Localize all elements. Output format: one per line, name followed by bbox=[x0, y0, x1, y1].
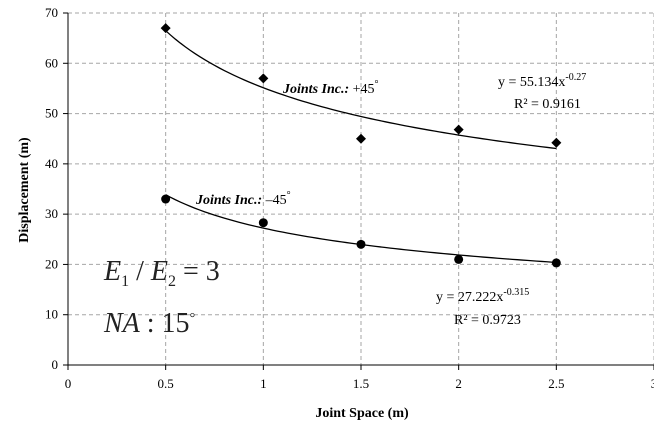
x-tick-label: 0 bbox=[65, 376, 72, 391]
data-point-diamond bbox=[258, 73, 269, 84]
data-point-diamond bbox=[160, 23, 171, 34]
axes: 0 10 20 30 40 50 60 70 0 0.5 1 1.5 2 2.5 3 bbox=[45, 5, 654, 391]
x-axis-title: Joint Space (m) bbox=[315, 406, 409, 421]
y-tick-label: 0 bbox=[52, 357, 59, 372]
grid-lines bbox=[68, 12, 654, 365]
data-points bbox=[160, 23, 562, 268]
y-tick-label: 60 bbox=[45, 55, 58, 70]
x-tick-label: 1.5 bbox=[353, 376, 369, 391]
r2-bottom: R² = 0.9723 bbox=[454, 313, 521, 328]
equation-bottom: y = 27.222x-0.315 bbox=[436, 287, 529, 305]
x-tick-label: 2.5 bbox=[548, 376, 564, 391]
na-label: NA : 15° bbox=[103, 308, 195, 339]
y-tick-label: 70 bbox=[45, 5, 58, 20]
y-tick-label: 50 bbox=[45, 106, 58, 121]
x-tick-label: 2 bbox=[455, 376, 462, 391]
data-point-diamond bbox=[551, 137, 562, 148]
x-tick-label: 3 bbox=[651, 376, 654, 391]
x-tick-label: 0.5 bbox=[158, 376, 174, 391]
data-point-circle bbox=[551, 258, 561, 268]
label-joints-plus45: Joints Inc.: +45° bbox=[282, 79, 379, 97]
y-tick-label: 10 bbox=[45, 307, 58, 322]
r2-top: R² = 0.9161 bbox=[514, 97, 581, 112]
y-tick-label: 40 bbox=[45, 156, 58, 171]
data-point-diamond bbox=[453, 124, 464, 135]
data-point-circle bbox=[356, 239, 366, 249]
equation-top: y = 55.134x-0.27 bbox=[498, 72, 586, 90]
y-axis-title: Displacement (m) bbox=[17, 137, 32, 243]
y-tick-label: 30 bbox=[45, 206, 58, 221]
data-point-diamond bbox=[356, 133, 366, 144]
data-point-circle bbox=[161, 194, 171, 204]
y-tick-label: 20 bbox=[45, 256, 58, 271]
ratio-label: E1 / E2 = 3 bbox=[103, 256, 220, 290]
label-joints-minus45: Joints Inc.: –45° bbox=[195, 190, 291, 208]
data-point-circle bbox=[454, 254, 464, 264]
data-point-circle bbox=[258, 218, 268, 228]
x-tick-label: 1 bbox=[260, 376, 267, 391]
trendline-series-1 bbox=[165, 30, 557, 150]
